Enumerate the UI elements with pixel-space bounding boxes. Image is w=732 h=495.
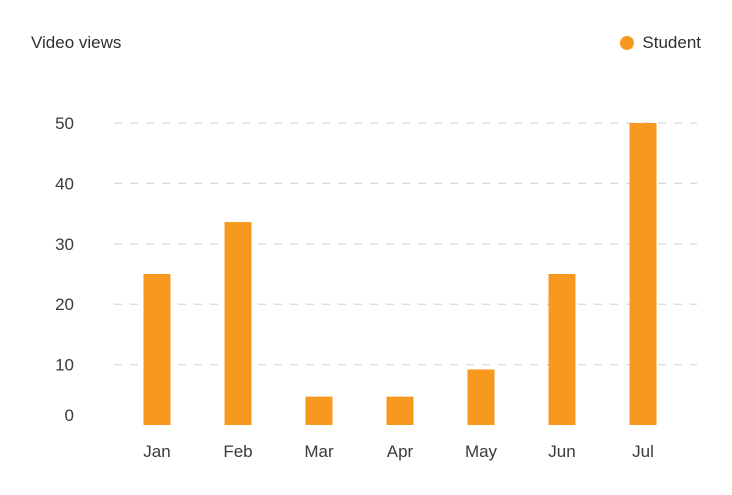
bars <box>143 123 657 425</box>
gridlines <box>114 122 697 366</box>
x-tick-label-may: May <box>465 442 498 461</box>
x-tick-label-mar: Mar <box>304 442 334 461</box>
legend: Student <box>620 32 701 54</box>
bar-feb[interactable] <box>224 222 252 425</box>
bar-jun[interactable] <box>548 274 576 425</box>
legend-label-student: Student <box>642 33 701 52</box>
x-tick-label-apr: Apr <box>387 442 414 461</box>
legend-swatch-student <box>620 36 635 50</box>
y-tick-label: 20 <box>55 295 74 314</box>
bar-may[interactable] <box>467 369 495 425</box>
bar-jul[interactable] <box>629 123 657 425</box>
y-tick-label: 10 <box>55 356 74 375</box>
y-axis-ticks: 0 10 20 30 40 50 <box>55 114 74 425</box>
y-tick-label: 40 <box>55 174 74 193</box>
chart-title: Video views <box>31 33 122 52</box>
bar-apr[interactable] <box>386 396 414 425</box>
bar-mar[interactable] <box>305 396 333 425</box>
x-tick-label-jun: Jun <box>548 442 575 461</box>
y-tick-label: 30 <box>55 235 74 254</box>
bar-jan[interactable] <box>143 274 171 425</box>
x-tick-label-jan: Jan <box>143 442 170 461</box>
y-tick-label: 0 <box>65 406 74 425</box>
x-tick-label-jul: Jul <box>632 442 654 461</box>
y-tick-label: 50 <box>55 114 74 133</box>
x-tick-label-feb: Feb <box>223 442 252 461</box>
x-axis-ticks: Jan Feb Mar Apr May Jun Jul <box>143 442 654 461</box>
